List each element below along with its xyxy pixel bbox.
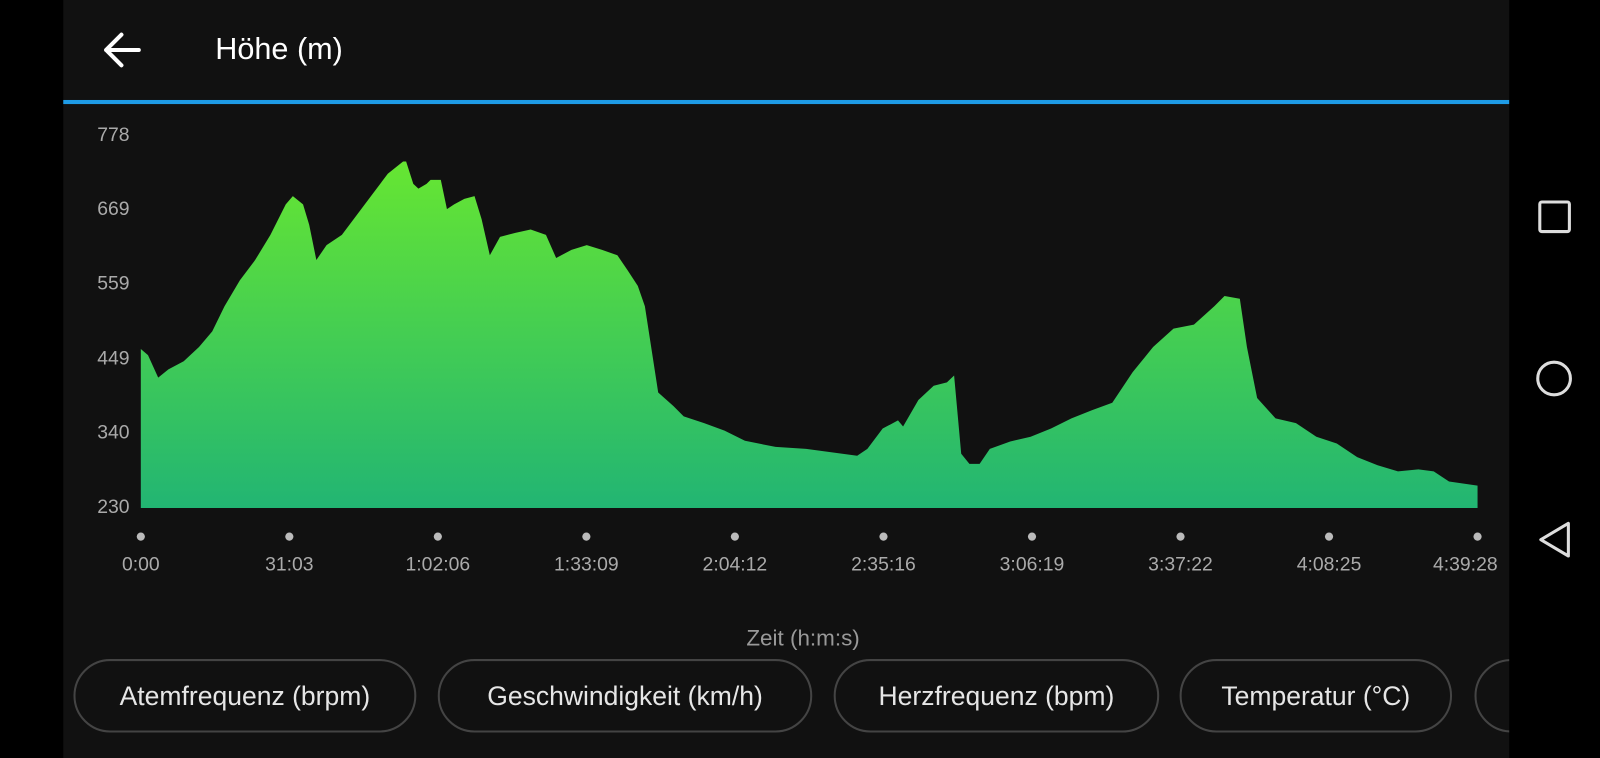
y-tick-label: 778 xyxy=(97,124,129,146)
metric-button[interactable]: Herzfrequenz (bpm) xyxy=(833,659,1160,733)
nav-back-button[interactable] xyxy=(1539,521,1570,558)
plot: 230 340 449 559 669 778 0:00 31:03 1:02:06 1:33:0… xyxy=(97,124,1497,575)
button-label[interactable]: Atemfrequenz (brpm) xyxy=(120,681,371,711)
back-button[interactable] xyxy=(104,32,141,68)
x-tick-mark xyxy=(1027,532,1037,541)
x-tick-label: 1:33:09 xyxy=(554,553,619,575)
x-tick-mark xyxy=(1473,532,1482,541)
metric-button[interactable]: Geschwindigkeit (km/h) xyxy=(437,659,813,733)
button-label[interactable]: Herzfrequenz (bpm) xyxy=(879,681,1115,711)
button-row: Atemfrequenz (brpm) Geschwindigkeit (km/h… xyxy=(73,659,1600,733)
x-tick-label: 0:00 xyxy=(122,553,160,575)
y-tick-label: 669 xyxy=(97,198,129,220)
button-cut-off[interactable] xyxy=(1474,659,1600,733)
x-axis-label: Zeit (h:m:s) xyxy=(746,626,859,651)
x-tick-mark xyxy=(433,532,442,541)
y-tick-label: 559 xyxy=(97,273,129,295)
button-outline[interactable] xyxy=(833,659,1160,733)
y-tick-label: 340 xyxy=(97,421,130,443)
nav-bar xyxy=(1536,200,1572,558)
x-tick-mark xyxy=(1324,532,1334,541)
button-outline[interactable] xyxy=(437,659,813,733)
x-tick-label: 4:39:28 xyxy=(1433,553,1498,575)
button-outline[interactable] xyxy=(73,659,417,733)
y-tick-label: 230 xyxy=(97,496,130,518)
x-tick-mark xyxy=(730,532,739,541)
button-label[interactable]: Geschwindigkeit (km/h) xyxy=(487,681,763,711)
x-tick-mark xyxy=(1176,532,1185,541)
x-tick-mark xyxy=(879,532,888,541)
x-tick-label: 2:35:16 xyxy=(851,553,916,575)
x-tick-label: 3:37:22 xyxy=(1148,553,1213,575)
header-divider xyxy=(63,99,1510,105)
home-button[interactable] xyxy=(1536,360,1572,397)
button-outline[interactable] xyxy=(1179,659,1453,733)
y-tick-label: 449 xyxy=(97,347,129,369)
button-label[interactable]: Temperatur (°C) xyxy=(1221,681,1410,711)
x-tick-mark xyxy=(285,532,294,541)
x-tick-label: 31:03 xyxy=(265,553,314,575)
metric-button[interactable]: Temperatur (°C) xyxy=(1179,659,1453,733)
recents-button[interactable] xyxy=(1538,200,1571,234)
elevation-area xyxy=(140,161,1478,509)
metric-button[interactable]: Atemfrequenz (brpm) xyxy=(73,659,417,733)
back-arrow[interactable] xyxy=(104,32,141,68)
x-tick-mark xyxy=(136,532,145,541)
x-tick-label: 3:06:19 xyxy=(1000,553,1065,575)
x-tick-mark xyxy=(582,532,591,541)
x-tick-label: 1:02:06 xyxy=(406,553,471,575)
page-title: Höhe (m) xyxy=(215,32,343,66)
x-tick-label: 2:04:12 xyxy=(703,553,768,575)
x-tick-label: 4:08:25 xyxy=(1297,553,1362,575)
